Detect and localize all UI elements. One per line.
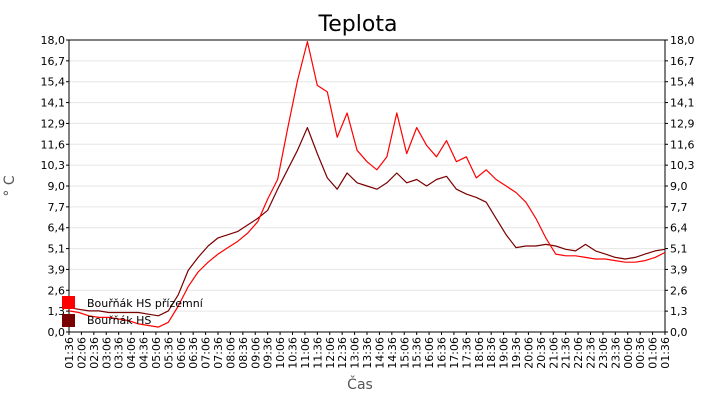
x-tick-label: 02:06 [75,337,88,369]
y-tick-label: 2,6 [48,284,66,297]
x-tick-label: 13:36 [361,337,374,369]
x-tick-label: 08:36 [237,337,250,369]
x-tick-label: 17:36 [460,337,473,369]
x-tick-label: 03:06 [100,337,113,369]
x-tick-label: 04:36 [138,337,151,369]
y-tick-label: 11,6 [41,138,66,151]
x-tick-label: 21:06 [547,337,560,369]
x-tick-label: 08:06 [224,337,237,369]
y-tick-label: 18,0 [670,34,695,47]
y-tick-label: 0,0 [48,326,66,339]
x-axis-label: Čas [347,375,373,393]
x-tick-label: 05:06 [150,337,163,369]
x-tick-label: 11:36 [311,337,324,369]
plot-area-frame [68,39,666,333]
y-tick-label: 12,9 [670,117,695,130]
x-tick-label: 11:06 [299,337,312,369]
y-tick-label: 15,4 [41,76,66,89]
y-tick-label: 15,4 [670,76,695,89]
x-tick-label: 07:36 [212,337,225,369]
grid [69,60,665,312]
y-tick-label: 11,6 [670,138,695,151]
x-tick-label: 00:36 [634,337,647,369]
x-tick-label: 19:06 [498,337,511,369]
series-line-hs [68,126,666,317]
y-tick-label: 10,3 [670,159,695,172]
y-tick-label: 7,7 [48,201,66,214]
x-tick-label: 09:06 [249,337,262,369]
x-tick-label: 06:36 [187,337,200,369]
x-tick-label: 23:06 [597,337,610,369]
y-tick-label: 3,9 [48,263,66,276]
x-tick-label: 10:36 [287,337,300,369]
x-tick-label: 10:06 [274,337,287,369]
legend: Bouřňák HS přízemní Bouřňák HS [62,296,204,327]
x-tick-label: 15:06 [398,337,411,369]
y-tick-label: 16,7 [670,55,695,68]
legend-swatch-prizemni [62,296,75,309]
x-tick-label: 16:06 [423,337,436,369]
x-tick-label: 13:06 [349,337,362,369]
y-tick-label: 1,3 [670,305,688,318]
x-tick-label: 12:36 [336,337,349,369]
x-tick-label: 01:06 [647,337,660,369]
x-tick-label: 20:06 [522,337,535,369]
y-tick-label: 1,3 [48,305,66,318]
chart-title: Teplota [318,12,398,37]
x-tick-label: 20:36 [535,337,548,369]
x-tick-label: 12:06 [324,337,337,369]
y-tick-label: 16,7 [41,55,66,68]
legend-swatch-hs [62,314,75,327]
x-tick-label: 07:06 [200,337,213,369]
y-tick-label: 9,0 [670,180,688,193]
x-tick-label: 14:06 [373,337,386,369]
x-tick-label: 22:36 [585,337,598,369]
y-axis-label: ° C [2,175,18,196]
y-tick-label: 18,0 [41,34,66,47]
series-lines [68,40,666,328]
x-tick-label: 01:36 [63,337,76,369]
x-tick-label: 06:06 [175,337,188,369]
legend-label-prizemni: Bouřňák HS přízemní [87,297,204,310]
y-tick-label: 14,1 [41,97,66,110]
x-tick-label: 17:06 [448,337,461,369]
legend-label-hs: Bouřňák HS [87,314,151,327]
y-tick-label: 10,3 [41,159,66,172]
x-tick-label: 01:36 [659,337,672,369]
y-tick-label: 6,4 [670,222,688,235]
x-tick-label: 22:06 [572,337,585,369]
x-tick-label: 09:36 [262,337,275,369]
y-tick-label: 3,9 [670,263,688,276]
y-tick-label: 2,6 [670,284,688,297]
x-tick-label: 03:36 [113,337,126,369]
y-tick-label: 14,1 [670,97,695,110]
x-tick-label: 19:36 [510,337,523,369]
y-tick-label: 0,0 [670,326,688,339]
x-tick-label: 04:06 [125,337,138,369]
y-tick-label: 7,7 [670,201,688,214]
x-tick-label: 00:06 [622,337,635,369]
y-tick-label: 5,1 [48,243,66,256]
y-tick-label: 12,9 [41,117,66,130]
y-tick-label: 5,1 [670,243,688,256]
x-tick-label: 16:36 [436,337,449,369]
x-axis: 01:36 02:06 02:36 03:06 03:36 04:06 04:36 05:06… [63,332,672,369]
x-tick-label: 21:36 [560,337,573,369]
y-axis-left: 0,0 1,3 2,6 3,9 5,1 6,4 7,7 9,0 10,3 11,6 12,9 14,1… [41,34,69,339]
x-tick-label: 14:36 [386,337,399,369]
x-tick-label: 05:36 [162,337,175,369]
y-tick-label: 6,4 [48,222,66,235]
series-line-prizemni [68,40,666,328]
y-axis-right: 0,0 1,3 2,6 3,9 5,1 6,4 7,7 9,0 10,3 11,6 12,9 14,1… [665,34,695,339]
x-tick-label: 02:36 [88,337,101,369]
x-tick-label: 23:36 [609,337,622,369]
y-tick-label: 9,0 [48,180,66,193]
x-tick-label: 18:36 [485,337,498,369]
x-tick-label: 18:06 [473,337,486,369]
x-tick-label: 15:36 [411,337,424,369]
